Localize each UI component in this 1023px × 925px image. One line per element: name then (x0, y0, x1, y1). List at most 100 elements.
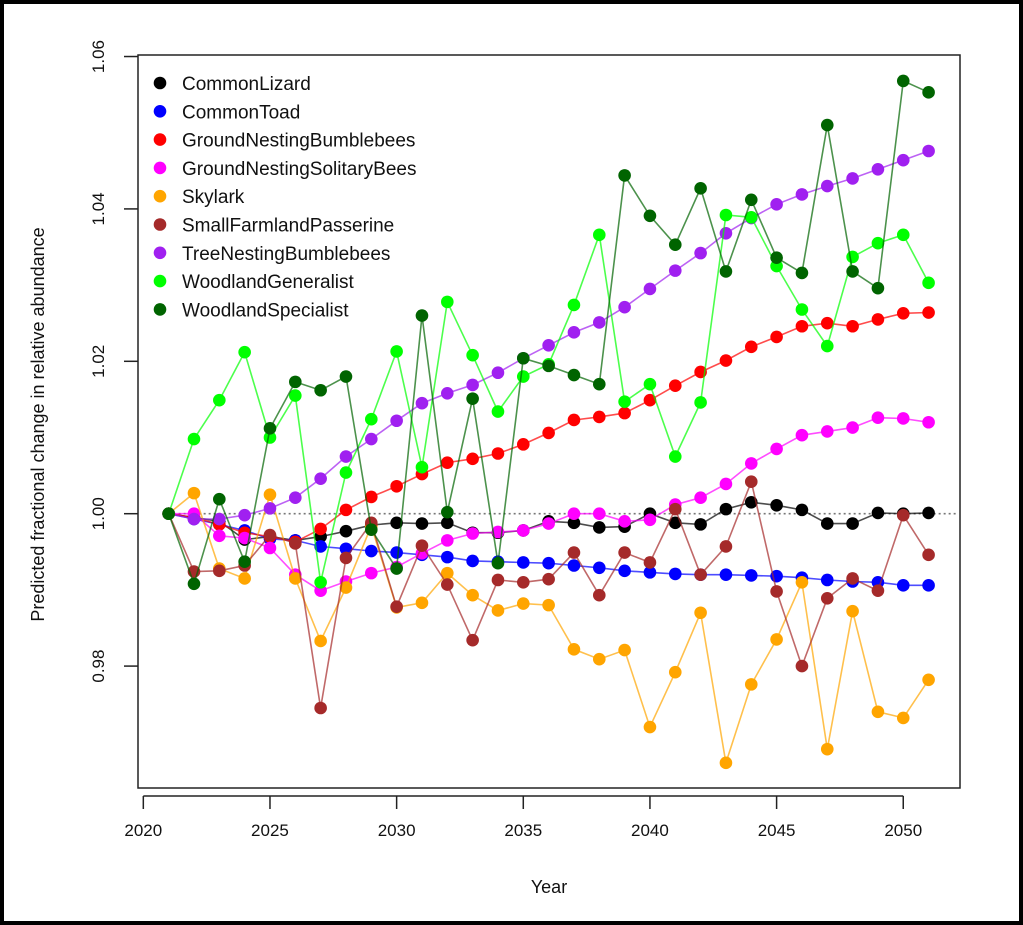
data-point (820, 179, 834, 193)
data-point (871, 705, 885, 719)
legend-marker (153, 105, 167, 118)
data-point (795, 319, 809, 333)
data-point (365, 490, 378, 504)
data-point (719, 756, 733, 770)
data-point (896, 412, 910, 425)
data-point (820, 118, 834, 132)
data-point (744, 210, 758, 224)
data-point (846, 250, 859, 264)
data-point (289, 572, 302, 585)
data-point (871, 411, 885, 424)
y-tick-label: 1.04 (89, 192, 108, 225)
data-point (592, 316, 606, 329)
data-point (618, 406, 631, 420)
chart-canvas: 2020 2025 2030 2035 2040 2045 2050 0.98 1.00 1.0… (4, 4, 1019, 921)
data-point (314, 522, 327, 536)
data-point (263, 541, 277, 555)
data-point (516, 351, 530, 365)
data-point (643, 720, 657, 734)
data-point (339, 503, 353, 517)
data-point (466, 527, 479, 540)
data-point (922, 579, 935, 592)
data-point (516, 556, 530, 569)
data-point (238, 508, 251, 522)
data-point (542, 572, 555, 586)
y-tick-label: 1.00 (89, 497, 108, 530)
data-point (846, 572, 859, 585)
y-tick-label: 1.02 (89, 345, 108, 378)
data-point (440, 295, 454, 309)
legend-marker (153, 246, 167, 260)
data-point (213, 564, 226, 578)
data-point (846, 517, 859, 530)
data-point (440, 516, 454, 530)
data-point (694, 568, 707, 581)
data-point (466, 452, 479, 466)
data-point (694, 182, 707, 195)
legend-item: WoodlandSpecialist (153, 300, 349, 321)
data-point (922, 144, 935, 158)
data-point (770, 499, 783, 512)
data-point (187, 486, 201, 500)
x-axis: 2020 2025 2030 2035 2040 2045 2050 (124, 795, 922, 840)
data-point (466, 392, 479, 405)
data-point (567, 298, 581, 312)
data-point (744, 193, 758, 207)
data-point (466, 348, 479, 362)
data-point (719, 540, 733, 553)
data-point (365, 566, 378, 580)
data-point (770, 330, 783, 344)
data-point (871, 281, 885, 295)
data-point (643, 556, 657, 569)
data-point (238, 345, 251, 359)
data-point (618, 546, 631, 559)
data-point (339, 542, 353, 556)
data-point (263, 488, 277, 501)
data-point (694, 491, 707, 504)
x-tick-label: 2035 (504, 821, 542, 840)
data-point (694, 246, 707, 260)
series-WoodlandGeneralist (162, 208, 935, 589)
data-point (567, 368, 581, 382)
y-tick-label: 1.06 (89, 40, 108, 73)
data-point (592, 377, 606, 391)
data-point (744, 340, 758, 354)
data-point (592, 507, 606, 520)
data-point (871, 236, 885, 250)
data-point (314, 472, 327, 485)
data-point (795, 266, 809, 280)
x-tick-label: 2050 (884, 821, 922, 840)
data-point (415, 517, 429, 530)
y-tick-label: 0.98 (89, 650, 108, 683)
legend-label: WoodlandGeneralist (182, 272, 355, 293)
data-point (440, 534, 454, 547)
data-point (719, 477, 733, 491)
data-point (795, 575, 809, 589)
legend: CommonLizard CommonToad GroundNestingBumbl… (153, 74, 416, 321)
data-point (719, 354, 733, 367)
line-chart: 2020 2025 2030 2035 2040 2045 2050 0.98 1.00 1.0… (28, 40, 961, 897)
data-point (289, 375, 302, 389)
data-point (694, 606, 707, 620)
data-point (440, 578, 454, 591)
legend-label: WoodlandSpecialist (182, 300, 349, 321)
data-point (466, 633, 479, 647)
data-point (213, 492, 226, 506)
x-tick-label: 2020 (124, 821, 162, 840)
legend-item: Skylark (153, 187, 245, 208)
data-point (339, 551, 353, 565)
data-point (314, 701, 327, 715)
data-point (846, 319, 859, 333)
data-point (820, 591, 834, 605)
data-point (871, 313, 885, 326)
data-point (415, 309, 429, 322)
data-point (213, 512, 226, 526)
data-point (466, 588, 479, 602)
data-point (440, 456, 454, 469)
x-tick-label: 2040 (631, 821, 669, 840)
data-point (871, 506, 885, 520)
data-point (744, 495, 758, 509)
legend-item: GroundNestingBumblebees (153, 131, 415, 152)
legend-label: TreeNestingBumblebees (182, 244, 390, 265)
data-point (668, 264, 682, 277)
